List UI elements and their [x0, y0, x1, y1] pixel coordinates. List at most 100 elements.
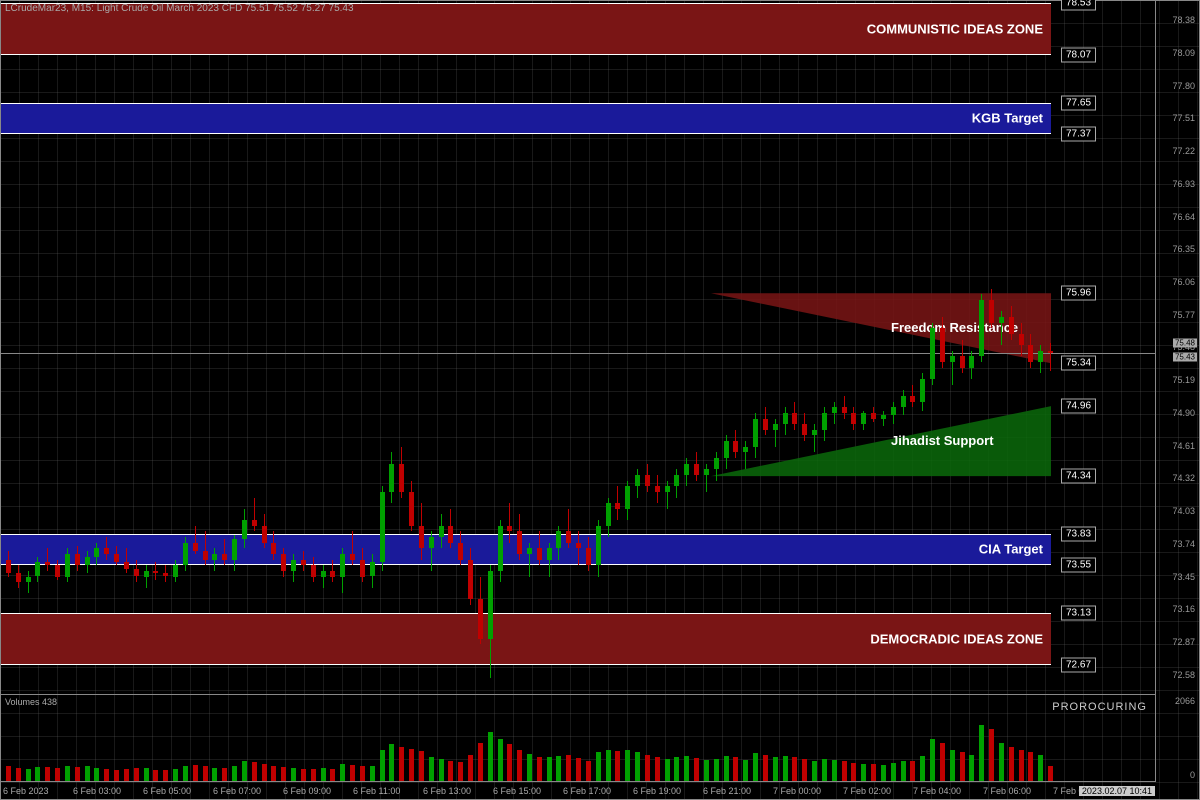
volume-bar[interactable] [812, 761, 817, 781]
candle[interactable] [614, 486, 620, 520]
candle[interactable] [487, 565, 493, 678]
volume-bar[interactable] [370, 766, 375, 781]
candle[interactable] [949, 351, 955, 385]
candle[interactable] [605, 498, 611, 537]
volume-bar[interactable] [547, 757, 552, 781]
volume-bar[interactable] [419, 751, 424, 781]
candle[interactable] [841, 396, 847, 419]
candle[interactable] [929, 323, 935, 385]
volume-bar[interactable] [901, 761, 906, 781]
volume-bar[interactable] [301, 769, 306, 781]
volume-bar[interactable] [134, 768, 139, 781]
volume-bar[interactable] [861, 764, 866, 781]
candle[interactable] [457, 531, 463, 565]
candle[interactable] [516, 514, 522, 559]
volume-bar[interactable] [517, 750, 522, 781]
volume-bar[interactable] [1009, 747, 1014, 781]
volume-bar[interactable] [281, 767, 286, 781]
candle[interactable] [732, 430, 738, 458]
candle[interactable] [890, 402, 896, 425]
volume-bar[interactable] [979, 725, 984, 781]
volume-bar[interactable] [969, 755, 974, 781]
volume-bar[interactable] [645, 755, 650, 781]
candle[interactable] [762, 407, 768, 435]
volume-bar[interactable] [291, 768, 296, 781]
volume-bar[interactable] [851, 763, 856, 781]
volume-bar[interactable] [311, 769, 316, 781]
candle[interactable] [526, 543, 532, 577]
volume-bar[interactable] [173, 769, 178, 781]
candle[interactable] [850, 407, 856, 430]
volume-bar[interactable] [458, 762, 463, 781]
candle[interactable] [703, 464, 709, 492]
candle[interactable] [791, 402, 797, 430]
candle[interactable] [713, 452, 719, 480]
candle[interactable] [880, 411, 886, 427]
candle[interactable] [959, 340, 965, 374]
volume-bar[interactable] [380, 750, 385, 781]
volume-bar[interactable] [871, 764, 876, 781]
candle[interactable] [555, 526, 561, 560]
volume-bar[interactable] [252, 762, 257, 781]
volume-bar[interactable] [114, 770, 119, 781]
candle[interactable] [634, 469, 640, 497]
volume-bar[interactable] [842, 761, 847, 781]
candle[interactable] [546, 543, 552, 577]
volume-bar[interactable] [891, 763, 896, 781]
volume-bar[interactable] [773, 757, 778, 781]
time-axis[interactable]: 6 Feb 20236 Feb 03:006 Feb 05:006 Feb 07… [1, 781, 1156, 799]
volume-bar[interactable] [704, 760, 709, 781]
candle[interactable] [34, 557, 40, 582]
candle[interactable] [270, 531, 276, 559]
candle[interactable] [939, 317, 945, 368]
volume-bar[interactable] [242, 761, 247, 781]
candle[interactable] [1008, 306, 1014, 340]
candle[interactable] [320, 565, 326, 588]
candle[interactable] [654, 475, 660, 503]
volume-bar[interactable] [527, 754, 532, 781]
candle[interactable] [359, 548, 365, 582]
candle[interactable] [261, 514, 267, 548]
volume-bar[interactable] [468, 755, 473, 781]
candle[interactable] [772, 419, 778, 447]
volume-bar[interactable] [832, 760, 837, 781]
volume-bar[interactable] [792, 757, 797, 781]
volume-bar[interactable] [940, 743, 945, 781]
volume-bar[interactable] [1019, 750, 1024, 781]
candle[interactable] [162, 565, 168, 582]
volume-bar[interactable] [399, 747, 404, 781]
candle[interactable] [133, 560, 139, 583]
candle[interactable] [1018, 323, 1024, 357]
candle[interactable] [231, 535, 237, 571]
candle[interactable] [192, 526, 198, 554]
volume-bar[interactable] [183, 766, 188, 781]
volume-bar[interactable] [1028, 752, 1033, 781]
volume-bar[interactable] [999, 743, 1004, 781]
volume-bar[interactable] [104, 769, 109, 781]
candle[interactable] [477, 577, 483, 645]
volume-bar[interactable] [556, 756, 561, 781]
volume-bar[interactable] [537, 757, 542, 781]
volume-bar[interactable] [802, 759, 807, 781]
candle[interactable] [575, 531, 581, 565]
volume-bar[interactable] [350, 765, 355, 781]
volume-bar[interactable] [665, 759, 670, 781]
volume-bar[interactable] [439, 759, 444, 781]
candle[interactable] [919, 373, 925, 410]
candle[interactable] [44, 548, 50, 571]
volume-bar[interactable] [75, 767, 80, 781]
volume-bar[interactable] [262, 764, 267, 781]
candle[interactable] [900, 390, 906, 415]
candle[interactable] [909, 385, 915, 408]
volume-bar[interactable] [684, 756, 689, 781]
candle[interactable] [54, 560, 60, 580]
volume-bar[interactable] [124, 769, 129, 781]
candle[interactable] [870, 407, 876, 422]
candle[interactable] [388, 452, 394, 503]
candle[interactable] [565, 509, 571, 548]
volume-bar[interactable] [330, 769, 335, 781]
candle[interactable] [447, 509, 453, 548]
candle[interactable] [152, 562, 158, 580]
candle[interactable] [978, 294, 984, 362]
volume-bar[interactable] [498, 739, 503, 781]
